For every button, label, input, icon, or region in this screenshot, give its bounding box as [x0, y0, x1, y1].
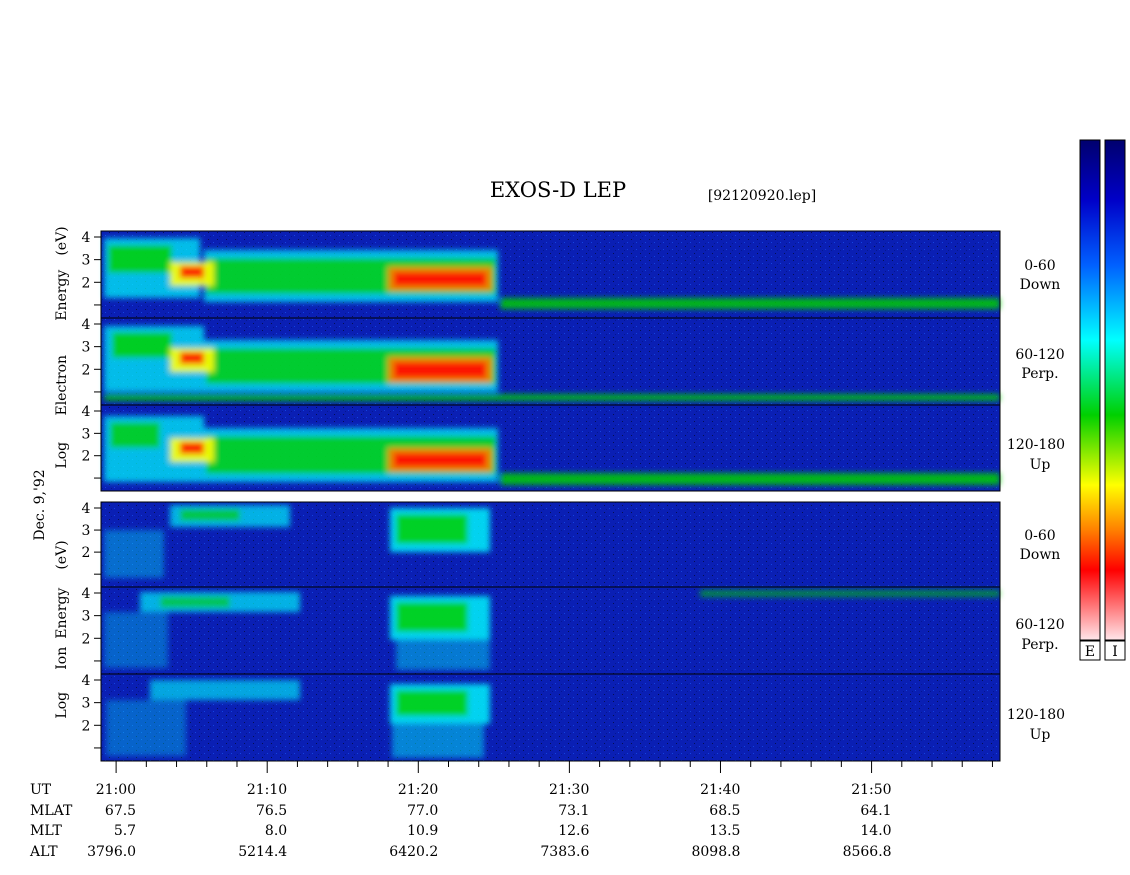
electron-panel-down: 0-60 Down — [100, 230, 1061, 319]
ephemeris-value: 77.0 — [407, 803, 438, 819]
energy-tick-label: 4 — [82, 673, 91, 689]
time-axis — [101, 760, 1000, 773]
energy-tick-label: 2 — [82, 362, 91, 378]
energy-tick-label: 4 — [82, 501, 91, 517]
energy-tick-label: 2 — [82, 718, 91, 734]
electron-panel-up-range: 120-180 — [1007, 437, 1065, 453]
ephemeris-value: 76.5 — [256, 803, 287, 819]
energy-tick-label: 2 — [82, 545, 91, 561]
ephemeris-value: 21:10 — [247, 782, 287, 798]
ephemeris-table: UT MLAT MLT ALT 21:00 67.5 5.7 3796.0 21:10 76.5 8… — [29, 782, 892, 860]
energy-tick-label: 2 — [82, 631, 91, 647]
ephemeris-value: 13.5 — [709, 823, 740, 839]
colorbar-ion-label: I — [1112, 644, 1118, 660]
ephemeris-value: 5214.4 — [238, 844, 287, 860]
ephemeris-value: 8098.8 — [691, 844, 740, 860]
electron-panel-up: 120-180 Up — [100, 404, 1065, 492]
electron-panel-up-direction: Up — [1030, 457, 1051, 473]
ion-ylabel-unit: (eV) — [54, 540, 70, 569]
figure-title: EXOS-D LEP — [490, 178, 626, 202]
ephemeris-value: 8.0 — [265, 823, 287, 839]
electron-ylabel-energy: Energy — [54, 270, 70, 321]
ephemeris-value: 6420.2 — [389, 844, 438, 860]
energy-ticks: 4 3 2 4 3 2 4 3 2 4 3 2 4 3 2 4 3 2 — [82, 230, 101, 749]
colorbar-ion: I — [1104, 139, 1126, 661]
ephemeris-value: 14.0 — [860, 823, 891, 839]
ion-panel-perp-direction: Perp. — [1021, 637, 1058, 653]
energy-tick-label: 3 — [82, 696, 91, 712]
ion-panel-perp-range: 60-120 — [1015, 617, 1064, 633]
energy-tick-label: 3 — [82, 340, 91, 356]
energy-tick-label: 3 — [82, 609, 91, 625]
ion-panel-perp: 60-120 Perp. — [100, 586, 1065, 675]
ion-panel-up-range: 120-180 — [1007, 707, 1065, 723]
ephemeris-value: 21:30 — [549, 782, 589, 798]
electron-panel-down-direction: Down — [1020, 277, 1061, 293]
ephemeris-value: 8566.8 — [843, 844, 892, 860]
ion-panel-up-direction: Up — [1030, 727, 1051, 743]
ephemeris-value: 73.1 — [558, 803, 589, 819]
ion-panel-group: 0-60 Down 60-120 Perp. — [100, 501, 1065, 762]
ephemeris-value: 10.9 — [407, 823, 438, 839]
ephemeris-value: 12.6 — [558, 823, 589, 839]
ion-ylabel-ion: Ion — [54, 647, 70, 670]
ephemeris-row-label: ALT — [29, 844, 58, 860]
ephemeris-row-label: UT — [30, 782, 52, 798]
electron-panel-perp-direction: Perp. — [1021, 366, 1058, 382]
ion-panel-down-range: 0-60 — [1024, 528, 1055, 544]
electron-ylabel-log: Log — [54, 442, 70, 469]
ephemeris-value: 64.1 — [860, 803, 891, 819]
electron-panel-group: 0-60 Down 60-120 Perp. — [100, 230, 1065, 492]
file-label: [92120920.lep] — [708, 188, 816, 204]
energy-tick-label: 4 — [82, 586, 91, 602]
ephemeris-row-label: MLT — [30, 823, 62, 839]
ephemeris-value: 67.5 — [105, 803, 136, 819]
energy-tick-label: 3 — [82, 426, 91, 442]
electron-ylabel-electron: Electron — [54, 355, 70, 416]
electron-panel-perp-range: 60-120 — [1015, 347, 1064, 363]
energy-tick-label: 3 — [82, 253, 91, 269]
ion-ylabel-log: Log — [54, 692, 70, 719]
ion-ylabel-energy: Energy — [54, 588, 70, 639]
ephemeris-value: 68.5 — [709, 803, 740, 819]
energy-tick-label: 2 — [82, 449, 91, 465]
electron-panel-down-range: 0-60 — [1024, 258, 1055, 274]
ephemeris-value: 21:20 — [398, 782, 438, 798]
electron-panel-perp: 60-120 Perp. — [100, 317, 1065, 406]
colorbar-electron-label: E — [1085, 644, 1095, 660]
electron-ylabel: Log Electron Energy (eV) — [54, 226, 70, 468]
energy-tick-label: 2 — [82, 275, 91, 291]
ion-panel-down-direction: Down — [1020, 547, 1061, 563]
ion-panel-down: 0-60 Down — [100, 501, 1061, 588]
ephemeris-value: 7383.6 — [540, 844, 589, 860]
colorbar-electron: E — [1079, 139, 1101, 661]
ephemeris-value: 5.7 — [114, 823, 136, 839]
energy-tick-label: 4 — [82, 317, 91, 333]
electron-ylabel-unit: (eV) — [54, 226, 70, 255]
ephemeris-value: 21:00 — [96, 782, 136, 798]
energy-tick-label: 4 — [82, 404, 91, 420]
ephemeris-value: 3796.0 — [87, 844, 136, 860]
energy-tick-label: 3 — [82, 523, 91, 539]
ephemeris-value: 21:40 — [700, 782, 740, 798]
ephemeris-row-label: MLAT — [30, 803, 73, 819]
ion-ylabel: Log Ion Energy (eV) — [54, 540, 70, 718]
ion-panel-up: 120-180 Up — [100, 673, 1065, 762]
energy-tick-label: 4 — [82, 230, 91, 246]
date-label: Dec. 9,'92 — [32, 469, 48, 540]
ephemeris-value: 21:50 — [851, 782, 891, 798]
